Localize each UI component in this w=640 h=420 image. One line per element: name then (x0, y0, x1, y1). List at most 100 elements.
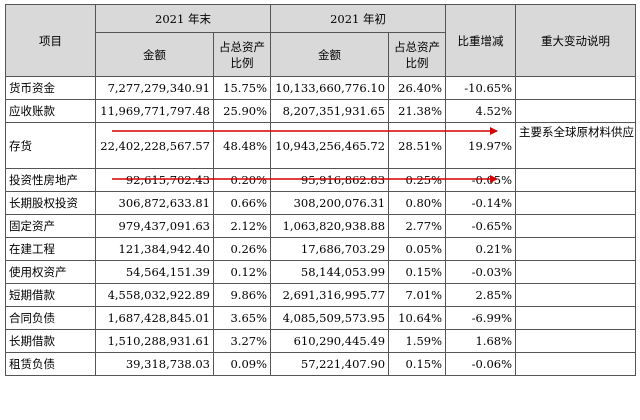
header-begin-ratio: 占总资产比例 (388, 32, 447, 77)
end-ratio: 3.65% (212, 306, 272, 330)
begin-ratio: 10.64% (388, 306, 447, 330)
end-ratio: 0.09% (212, 352, 272, 376)
note-cell-inventory: 主要系全球原材料供应紧张，公司增加备货所致 (515, 122, 637, 169)
table-row: 存货 22,402,228,567.57 48.48% 10,943,256,4… (5, 122, 637, 169)
note-cell (515, 237, 637, 261)
note-cell (515, 168, 637, 192)
begin-ratio: 1.59% (388, 329, 447, 353)
ratio-change: 19.97% (445, 122, 517, 169)
ratio-change: -10.65% (445, 76, 517, 100)
table-row: 短期借款 4,558,032,922.89 9.86% 2,691,316,99… (5, 283, 637, 307)
begin-ratio: 0.05% (388, 237, 447, 261)
table-row: 长期借款 1,510,288,931.61 3.27% 610,290,445.… (5, 329, 637, 353)
begin-amount: 1,063,820,938.88 (270, 214, 390, 238)
begin-amount: 17,686,703.29 (270, 237, 390, 261)
begin-amount: 8,207,351,931.65 (270, 99, 390, 123)
row-name: 长期股权投资 (5, 191, 96, 215)
end-ratio: 9.86% (212, 283, 272, 307)
row-name: 货币资金 (5, 76, 96, 100)
note-cell (515, 76, 637, 100)
row-name: 租赁负债 (5, 352, 96, 376)
end-amount: 306,872,633.81 (95, 191, 214, 215)
note-cell (515, 306, 637, 330)
header-end-2021: 2021 年末 (94, 4, 272, 33)
end-amount: 121,384,942.40 (95, 237, 214, 261)
ratio-change: 2.85% (445, 283, 517, 307)
end-ratio: 0.20% (212, 168, 272, 192)
end-ratio: 0.12% (212, 260, 272, 284)
row-name: 投资性房地产 (5, 168, 96, 192)
begin-amount: 95,916,862.83 (270, 168, 390, 192)
note-cell (515, 191, 637, 215)
begin-ratio: 7.01% (388, 283, 447, 307)
ratio-change: 4.52% (445, 99, 517, 123)
begin-amount: 4,085,509,573.95 (270, 306, 390, 330)
ratio-change: -0.06% (445, 352, 517, 376)
row-name: 使用权资产 (5, 260, 96, 284)
note-cell (515, 352, 637, 376)
begin-amount: 610,290,445.49 (270, 329, 390, 353)
header-end-amount: 金额 (95, 32, 214, 77)
begin-amount: 10,943,256,465.72 (270, 122, 390, 169)
end-amount: 1,510,288,931.61 (95, 329, 214, 353)
ratio-change: 1.68% (445, 329, 517, 353)
note-cell (515, 283, 637, 307)
end-amount: 11,969,771,797.48 (95, 99, 214, 123)
end-amount: 979,437,091.63 (95, 214, 214, 238)
note-cell (515, 329, 637, 353)
header-end-ratio: 占总资产比例 (212, 32, 272, 77)
end-amount: 1,687,428,845.01 (95, 306, 214, 330)
begin-amount: 308,200,076.31 (270, 191, 390, 215)
begin-amount: 10,133,660,776.10 (270, 76, 390, 100)
end-ratio: 0.66% (212, 191, 272, 215)
begin-ratio: 0.25% (388, 168, 447, 192)
note-cell (515, 260, 637, 284)
table-row: 租赁负债 39,318,738.03 0.09% 57,221,407.90 0… (5, 352, 637, 376)
begin-ratio: 0.80% (388, 191, 447, 215)
end-amount: 39,318,738.03 (95, 352, 214, 376)
table-row: 应收账款 11,969,771,797.48 25.90% 8,207,351,… (5, 99, 637, 123)
end-amount: 4,558,032,922.89 (95, 283, 214, 307)
header-note: 重大变动说明 (515, 4, 637, 77)
row-name: 长期借款 (5, 329, 96, 353)
begin-ratio: 2.77% (388, 214, 447, 238)
ratio-change: -0.03% (445, 260, 517, 284)
row-name: 应收账款 (5, 99, 96, 123)
end-ratio: 0.26% (212, 237, 272, 261)
row-name: 在建工程 (5, 237, 96, 261)
end-ratio: 2.12% (212, 214, 272, 238)
table-row: 货币资金 7,277,279,340.91 15.75% 10,133,660,… (5, 76, 637, 100)
table-row: 使用权资产 54,564,151.39 0.12% 58,144,053.99 … (5, 260, 637, 284)
begin-amount: 58,144,053.99 (270, 260, 390, 284)
ratio-change: -0.05% (445, 168, 517, 192)
table-row: 在建工程 121,384,942.40 0.26% 17,686,703.29 … (5, 237, 637, 261)
table-row: 长期股权投资 306,872,633.81 0.66% 308,200,076.… (5, 191, 637, 215)
table-row: 合同负债 1,687,428,845.01 3.65% 4,085,509,57… (5, 306, 637, 330)
begin-amount: 57,221,407.90 (270, 352, 390, 376)
end-ratio: 15.75% (212, 76, 272, 100)
end-amount: 7,277,279,340.91 (95, 76, 214, 100)
row-name: 存货 (5, 122, 96, 169)
end-amount: 22,402,228,567.57 (95, 122, 214, 169)
begin-ratio: 26.40% (388, 76, 447, 100)
end-amount: 54,564,151.39 (95, 260, 214, 284)
row-name: 固定资产 (5, 214, 96, 238)
note-cell (515, 214, 637, 238)
ratio-change: -0.14% (445, 191, 517, 215)
row-name: 合同负债 (5, 306, 96, 330)
begin-ratio: 28.51% (388, 122, 447, 169)
ratio-change: -0.65% (445, 214, 517, 238)
header-change: 比重增减 (445, 4, 517, 77)
begin-ratio: 21.38% (388, 99, 447, 123)
ratio-change: -6.99% (445, 306, 517, 330)
end-ratio: 48.48% (212, 122, 272, 169)
balance-sheet-change-table: 项目 2021 年末 2021 年初 比重增减 重大变动说明 金额 占总资产比例… (5, 4, 637, 376)
begin-amount: 2,691,316,995.77 (270, 283, 390, 307)
begin-ratio: 0.15% (388, 352, 447, 376)
row-name: 短期借款 (5, 283, 96, 307)
table-row: 固定资产 979,437,091.63 2.12% 1,063,820,938.… (5, 214, 637, 238)
table-row: 投资性房地产 92,615,702.43 0.20% 95,916,862.83… (5, 168, 637, 192)
header-item: 项目 (5, 4, 96, 77)
end-ratio: 25.90% (212, 99, 272, 123)
